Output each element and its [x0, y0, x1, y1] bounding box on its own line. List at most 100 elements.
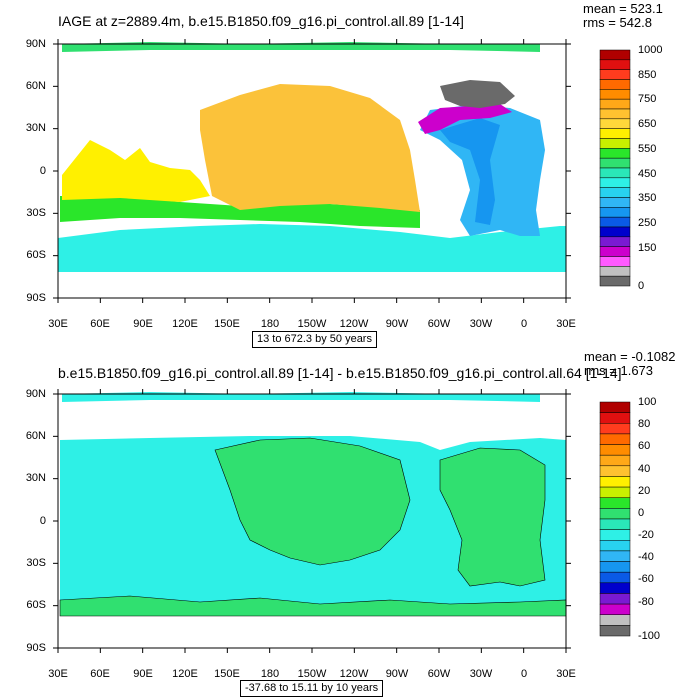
- colorbar-label: 750: [638, 93, 657, 106]
- colorbar-swatch: [599, 275, 631, 287]
- colorbar-label: 20: [638, 484, 651, 497]
- southern-ocean-region: [58, 224, 566, 272]
- indian-ocean-region: [62, 140, 210, 202]
- colorbar-label: 40: [638, 462, 651, 475]
- labrador-sea-region: [418, 104, 512, 134]
- colorbar-swatch: [599, 128, 631, 139]
- colorbar-swatch: [599, 540, 631, 552]
- panel-iage: IAGE at z=2889.4m, b.e15.B1850.f09_g16.p…: [25, 2, 663, 348]
- tick-marks: [53, 39, 571, 303]
- colorbar-swatch: [599, 266, 631, 277]
- lon-label: 30W: [469, 668, 493, 680]
- colorbar-label: 150: [638, 241, 657, 254]
- colorbar-label: 450: [638, 167, 657, 180]
- colorbar-label: 1000: [638, 44, 663, 56]
- colorbar-label: 0: [638, 506, 645, 519]
- lon-label: 180: [260, 668, 280, 680]
- lon-label: 0: [520, 668, 528, 680]
- colorbar-swatch: [599, 593, 631, 605]
- colorbar-swatch: [599, 497, 631, 509]
- lon-label: 60W: [427, 318, 451, 330]
- rms-stat: rms = 542.8: [583, 15, 653, 30]
- lat-label: 90N: [25, 388, 46, 400]
- contour-range-label: -37.68 to 15.11 by 10 years: [240, 680, 384, 697]
- colorbar-label: -80: [638, 595, 654, 608]
- lon-label: 30E: [48, 668, 68, 680]
- colorbar-swatch: [599, 118, 631, 129]
- colorbar-swatch: [599, 476, 631, 488]
- panel-difference: b.e15.B1850.f09_g16.pi_control.all.89 [1…: [0, 350, 700, 700]
- map-iage: [53, 39, 631, 303]
- colorbar-swatch: [599, 465, 631, 477]
- colorbar-swatch: [599, 625, 631, 637]
- colorbar-swatch: [599, 167, 631, 179]
- lat-label: 30S: [26, 207, 46, 219]
- lon-label: 180: [260, 318, 280, 330]
- colorbar-swatch: [599, 226, 631, 238]
- colorbar-swatch: [599, 236, 631, 247]
- lon-label: 0: [520, 318, 528, 330]
- colorbar-label: -60: [638, 573, 654, 586]
- colorbar-swatch: [599, 454, 631, 467]
- mean-stat: mean = -0.1082: [584, 349, 676, 364]
- lon-label: 60E: [90, 668, 110, 680]
- lat-label: 60S: [26, 249, 46, 261]
- panel-title: b.e15.B1850.f09_g16.pi_control.all.89 [1…: [58, 365, 622, 381]
- ocean-fill-layer: [59, 392, 567, 617]
- colorbar-swatch: [599, 423, 631, 435]
- map-difference: [53, 389, 631, 653]
- colorbar-swatch: [599, 603, 631, 615]
- colorbar-swatch: [599, 518, 631, 530]
- contour-range-label: 13 to 672.3 by 50 years: [252, 331, 377, 348]
- ocean-fill-layer: [58, 42, 566, 272]
- lon-label: 30E: [556, 668, 576, 680]
- colorbar-label: -40: [638, 551, 654, 564]
- lat-label: 30N: [25, 122, 46, 134]
- colorbar-swatch: [599, 486, 631, 498]
- nordic-seas-region: [440, 80, 515, 108]
- pacific-ocean-region: [200, 84, 420, 212]
- colorbar-label: 550: [638, 142, 657, 155]
- lat-label: 60N: [25, 80, 46, 92]
- colorbar-swatch: [599, 157, 631, 169]
- colorbar-label: 100: [638, 396, 657, 408]
- colorbar-swatch: [599, 571, 631, 584]
- colorbar-swatch: [599, 59, 631, 70]
- colorbar-label: 650: [638, 118, 657, 131]
- lon-label: 90E: [133, 318, 153, 330]
- lon-label: 150E: [214, 318, 240, 330]
- colorbar-swatch: [599, 216, 631, 228]
- pacific-green-region: [214, 437, 411, 566]
- colorbar-swatch: [599, 197, 631, 208]
- lat-label: 60S: [26, 599, 46, 611]
- lon-label: 60E: [90, 318, 110, 330]
- colorbar-swatch: [599, 561, 631, 573]
- colorbar-label: 0: [638, 280, 645, 292]
- colorbar-label: 80: [638, 418, 651, 431]
- colorbar-swatch: [599, 79, 631, 90]
- colorbar-label: -100: [638, 630, 661, 642]
- lat-label: 90S: [26, 292, 46, 304]
- southern-green-region: [59, 595, 567, 617]
- lon-label: 150W: [297, 668, 327, 680]
- lat-label: 60N: [25, 430, 46, 442]
- lon-label: 120E: [172, 318, 198, 330]
- lon-label: 90E: [133, 668, 153, 680]
- tick-marks: [53, 389, 571, 653]
- lat-label: 90N: [25, 38, 46, 50]
- colorbar-swatch: [599, 89, 631, 100]
- colorbar-swatch: [599, 529, 631, 541]
- colorbar-swatch: [599, 256, 631, 267]
- colorbar-swatch: [599, 582, 631, 594]
- colorbar-label: -20: [638, 529, 654, 542]
- lon-label: 90W: [385, 318, 409, 330]
- colorbar: [599, 401, 631, 637]
- lat-label: 30N: [25, 472, 46, 484]
- lat-label: 0: [39, 165, 46, 177]
- colorbar-swatch: [599, 246, 631, 257]
- colorbar-swatch: [599, 98, 631, 110]
- lon-label: 30W: [469, 318, 493, 330]
- colorbar-swatch: [599, 49, 631, 61]
- panel-title: IAGE at z=2889.4m, b.e15.B1850.f09_g16.p…: [58, 13, 464, 29]
- colorbar-swatch: [599, 508, 631, 520]
